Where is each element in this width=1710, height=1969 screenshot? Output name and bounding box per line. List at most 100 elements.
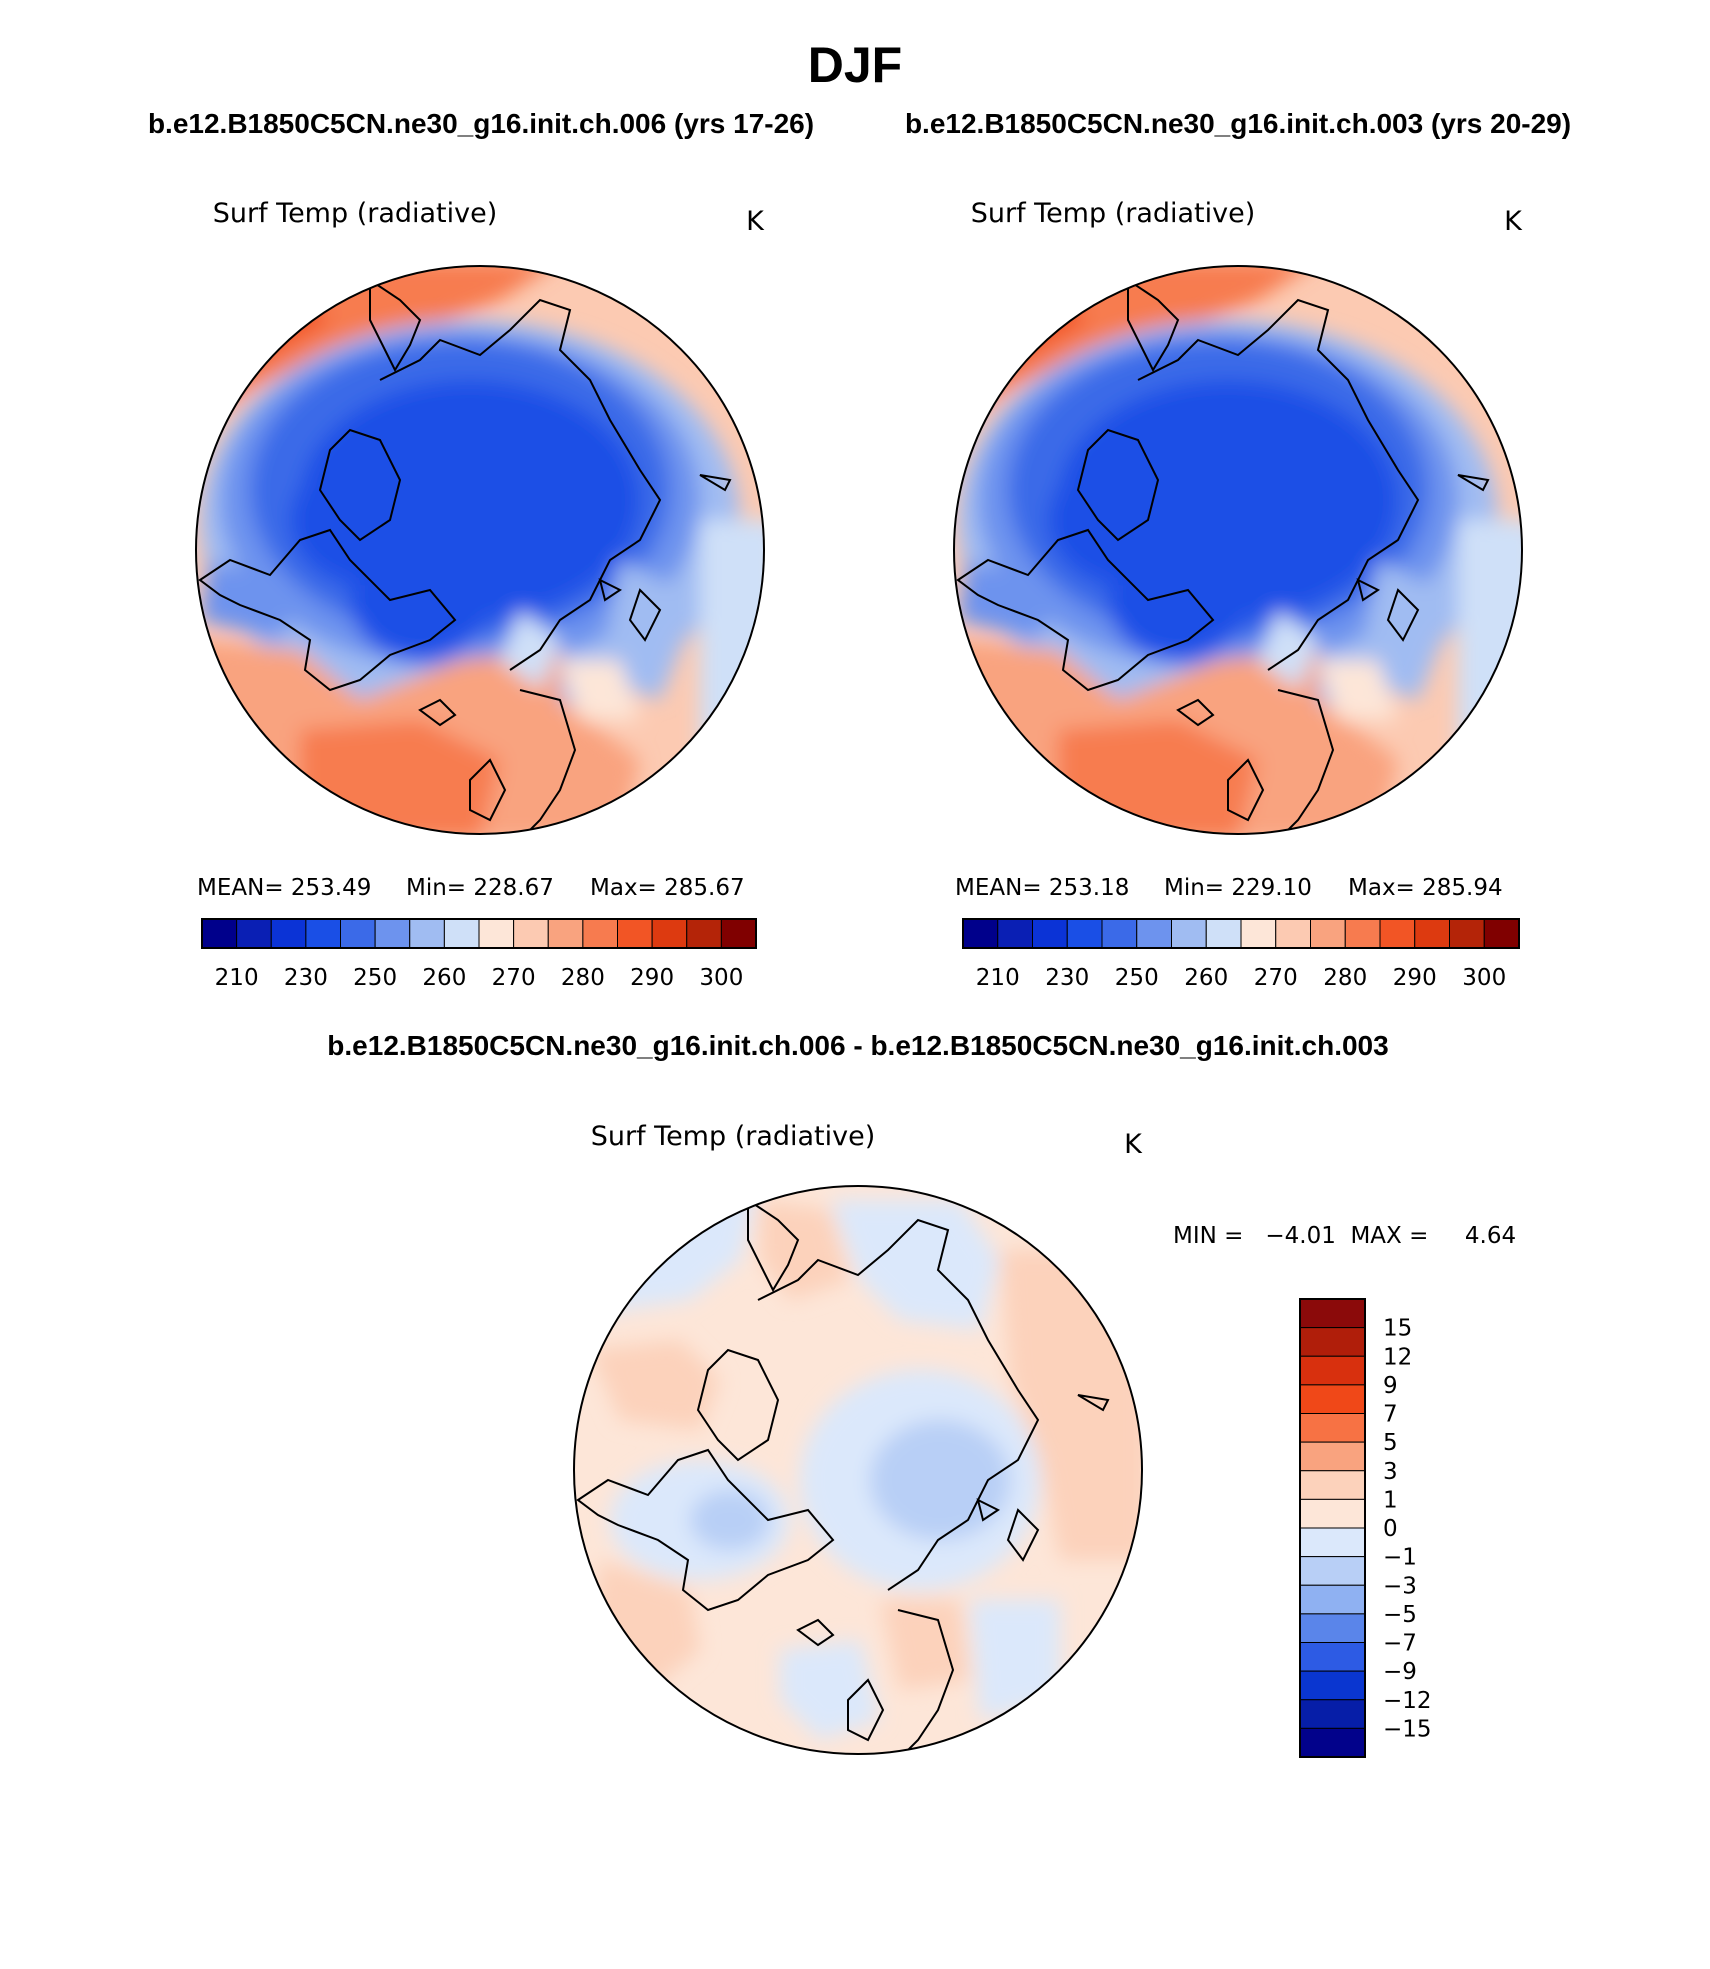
panel-c-colorbar-box xyxy=(1299,1613,1366,1643)
panel-a-colorbar-box xyxy=(547,918,584,949)
panel-c-colorbar-tick-label: 1 xyxy=(1383,1487,1398,1513)
panel-a-max: Max= 285.67 xyxy=(590,875,745,901)
panel-a-colorbar-box xyxy=(720,918,757,949)
panel-b-colorbar-box xyxy=(1066,918,1103,949)
panel-a-colorbar-box xyxy=(478,918,515,949)
panel-c-colorbar-tick-label: −9 xyxy=(1383,1659,1417,1685)
panel-b-colorbar-box xyxy=(1032,918,1068,949)
panel-a-colorbar-tick-label: 300 xyxy=(699,965,743,991)
panel-case-b: Surf Temp (radiative) K xyxy=(953,198,1523,991)
panel-c-colorbar-tick-label: 5 xyxy=(1383,1430,1398,1456)
panel-c-colorbar-box xyxy=(1299,1327,1366,1357)
panel-b-colorbar-tick-label: 270 xyxy=(1254,965,1298,991)
panel-b-colorbar-box xyxy=(1205,918,1242,949)
panel-a-colorbar-tick-label: 280 xyxy=(561,965,605,991)
panel-b-colorbar-tick-label: 300 xyxy=(1462,965,1506,991)
panel-b-colorbar-frame xyxy=(962,918,1520,949)
case-a-title: b.e12.B1850C5CN.ne30_g16.init.ch.006 (yr… xyxy=(148,108,814,139)
panel-difference: Surf Temp (radiative) K xyxy=(573,1121,1516,1758)
panel-b-colorbar-box xyxy=(997,918,1033,949)
panel-b-min: Min= 229.10 xyxy=(1164,875,1312,901)
panel-b-colorbar-box xyxy=(1414,918,1450,949)
panel-a-colorbar-box xyxy=(409,918,445,949)
panel-c-colorbar-tick-label: 7 xyxy=(1383,1402,1398,1428)
panel-c-map-border xyxy=(573,1185,1143,1755)
panel-c-colorbar-tick-label: 15 xyxy=(1383,1316,1412,1342)
panel-b-max: Max= 285.94 xyxy=(1348,875,1503,901)
panel-a-colorbar-box xyxy=(305,918,341,949)
panel-a-colorbar-tick-label: 260 xyxy=(422,965,466,991)
panel-c-colorbar-box xyxy=(1299,1413,1366,1443)
panel-a-colorbar-tick-label: 250 xyxy=(353,965,397,991)
panel-c-colorbar-tick-label: 3 xyxy=(1383,1459,1398,1485)
panel-a-colorbar: 210 230 250 260 270 280 290 300 xyxy=(201,918,757,991)
panel-a-colorbar-box xyxy=(201,918,238,949)
panel-a-map-border xyxy=(195,265,765,835)
panel-c-colorbar-box xyxy=(1299,1584,1366,1615)
panel-c-min-max: MIN = −4.01 MAX = 4.64 xyxy=(1173,1223,1516,1249)
panel-c-variable-title: Surf Temp (radiative) xyxy=(591,1121,876,1152)
panel-c-colorbar-box xyxy=(1299,1699,1366,1729)
panel-a-colorbar-frame xyxy=(201,918,757,949)
panel-b-colorbar-box xyxy=(1344,918,1381,949)
panel-c-colorbar-tick-label: −12 xyxy=(1383,1688,1432,1714)
panel-c-colorbar-tick-label: 12 xyxy=(1383,1344,1412,1370)
panel-c-colorbar-tick-label: −15 xyxy=(1383,1716,1432,1742)
panel-b-colorbar-box xyxy=(1449,918,1485,949)
panel-a-colorbar-tick-label: 270 xyxy=(492,965,536,991)
panel-c-colorbar-box xyxy=(1299,1670,1366,1701)
season-title: DJF xyxy=(808,37,902,93)
panel-a-variable-title: Surf Temp (radiative) xyxy=(213,198,498,229)
panel-b-variable-title: Surf Temp (radiative) xyxy=(971,198,1256,229)
panel-a-min: Min= 228.67 xyxy=(406,875,554,901)
panel-a-colorbar-tick-label: 210 xyxy=(215,965,259,991)
panel-b-colorbar-box xyxy=(1171,918,1207,949)
panel-b-colorbar-box xyxy=(1379,918,1416,949)
panel-a-colorbar-tick-label: 230 xyxy=(284,965,328,991)
panel-c-colorbar-tick-label: 0 xyxy=(1383,1516,1398,1542)
panel-b-colorbar-tick-label: 210 xyxy=(976,965,1020,991)
panel-c-colorbar-box xyxy=(1299,1384,1366,1414)
panel-a-colorbar-box xyxy=(236,918,272,949)
panel-a-colorbar-tick-label: 290 xyxy=(630,965,674,991)
panel-c-colorbar-frame xyxy=(1299,1298,1366,1758)
panel-b-units: K xyxy=(1504,206,1523,237)
panel-c-colorbar-box xyxy=(1299,1642,1366,1672)
panel-b-colorbar-tick-label: 230 xyxy=(1045,965,1089,991)
panel-b-map-border xyxy=(953,265,1523,835)
panel-b-colorbar-tick-label: 250 xyxy=(1115,965,1159,991)
panel-b-colorbar-tick-label: 290 xyxy=(1393,965,1437,991)
panel-b-colorbar-box xyxy=(1483,918,1520,949)
panel-b-colorbar-tick-label: 280 xyxy=(1323,965,1367,991)
panel-b-colorbar-box xyxy=(1240,918,1277,949)
panel-b-colorbar-tick-label: 260 xyxy=(1184,965,1228,991)
panel-b-colorbar-box xyxy=(1101,918,1138,949)
panel-a-colorbar-box xyxy=(617,918,653,949)
panel-c-colorbar-box xyxy=(1299,1441,1366,1472)
case-b-title: b.e12.B1850C5CN.ne30_g16.init.ch.003 (yr… xyxy=(905,108,1571,139)
panel-b-colorbar-box xyxy=(1310,918,1346,949)
panel-b-colorbar: 210 230 250 260 270 280 290 300 xyxy=(962,918,1520,991)
panel-b-colorbar-box xyxy=(1275,918,1311,949)
panel-c-colorbar-box xyxy=(1299,1355,1366,1386)
panel-c-colorbar-tick-label: −7 xyxy=(1383,1631,1417,1657)
panel-b-colorbar-box xyxy=(962,918,999,949)
panel-a-mean: MEAN= 253.49 xyxy=(197,875,371,901)
panel-a-colorbar-box xyxy=(374,918,411,949)
panel-a-colorbar-box xyxy=(651,918,688,949)
panel-a-map xyxy=(196,266,764,834)
panel-a-colorbar-box xyxy=(443,918,480,949)
panel-b-map xyxy=(954,266,1522,834)
panel-c-colorbar-box xyxy=(1299,1727,1366,1758)
panel-a-colorbar-box xyxy=(340,918,376,949)
panel-c-colorbar-tick-label: −3 xyxy=(1383,1573,1417,1599)
panel-c-colorbar-box xyxy=(1299,1556,1366,1586)
panel-b-colorbar-box xyxy=(1136,918,1172,949)
panel-c-colorbar-box xyxy=(1299,1298,1366,1329)
panel-c-colorbar-box xyxy=(1299,1470,1366,1500)
panel-c-units: K xyxy=(1124,1129,1143,1160)
panel-c-colorbar-box xyxy=(1299,1527,1366,1558)
panel-c-colorbar-tick-label: −1 xyxy=(1383,1545,1417,1571)
panel-case-a: Surf Temp (radiative) K xyxy=(195,198,765,991)
